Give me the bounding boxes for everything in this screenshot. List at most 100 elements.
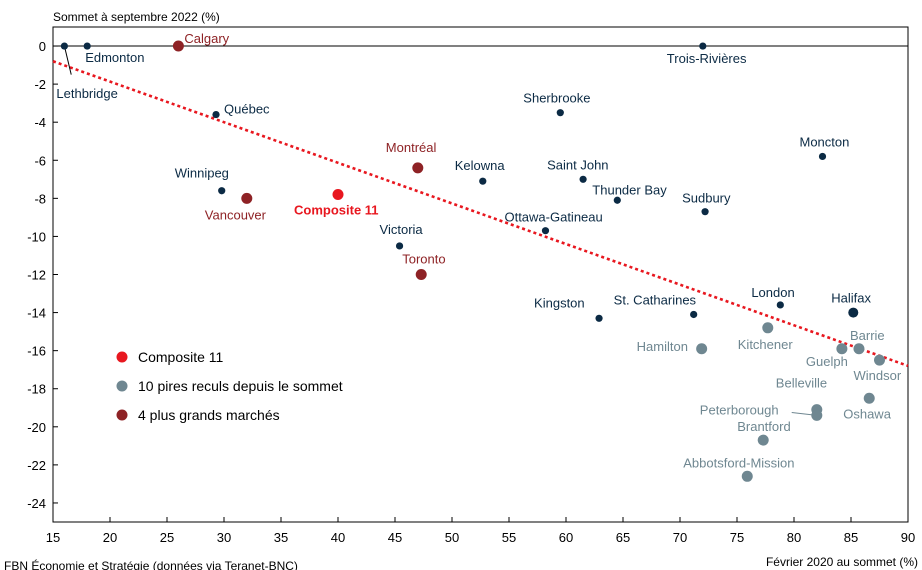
point-label: Windsor	[854, 368, 902, 383]
point-marker	[690, 310, 698, 319]
y-tick-label: -18	[27, 382, 46, 397]
point-label: Lethbridge	[56, 86, 117, 101]
point-marker	[218, 187, 226, 195]
y-tick-label: -12	[27, 268, 46, 283]
point-label: Abbotsford-Mission	[683, 455, 794, 470]
data-point: Abbotsford-Mission	[683, 455, 795, 482]
data-point: Sudbury	[682, 191, 731, 216]
y-axis-title: Sommet à septembre 2022 (%)	[53, 10, 220, 24]
point-marker	[332, 189, 344, 201]
point-label: Sudbury	[682, 191, 731, 206]
point-label: Kelowna	[455, 158, 506, 173]
point-marker	[395, 242, 404, 250]
x-tick-label: 30	[217, 530, 231, 545]
legend-marker	[116, 409, 128, 421]
point-marker	[172, 40, 184, 52]
point-label: Winnipeg	[175, 166, 229, 181]
point-marker	[741, 470, 753, 482]
point-marker	[556, 109, 564, 117]
point-marker	[579, 175, 587, 183]
data-point: Kitchener	[738, 322, 794, 352]
point-label: Québec	[224, 102, 270, 117]
point-marker	[83, 42, 91, 50]
legend: Composite 11 10 pires reculs depuis le so…	[116, 349, 343, 423]
x-tick-label: 85	[844, 530, 858, 545]
data-point: Kingston	[534, 295, 603, 322]
point-marker	[241, 192, 253, 204]
legend-label: 4 plus grands marchés	[138, 407, 280, 423]
data-point: London	[751, 285, 795, 309]
x-tick-label: 15	[46, 530, 60, 545]
data-point: Lethbridge	[56, 42, 118, 101]
point-label: Hamilton	[637, 339, 688, 354]
data-point: Edmonton	[83, 42, 144, 65]
point-marker	[811, 409, 823, 421]
y-tick-label: -16	[27, 344, 46, 359]
point-label: Kitchener	[738, 337, 794, 352]
points-layer: Lethbridge Edmonton Calgary Trois-Rivières Q…	[56, 31, 902, 482]
point-label: Toronto	[402, 252, 445, 267]
legend-item: 10 pires reculs depuis le sommet	[116, 378, 343, 394]
point-label: Thunder Bay	[592, 182, 667, 197]
data-point: Sherbrooke	[523, 91, 591, 117]
data-point: Vancouver	[205, 192, 267, 222]
y-tick-label: -8	[34, 191, 46, 206]
data-point: Winnipeg	[175, 166, 229, 195]
y-tick-label: -6	[34, 153, 46, 168]
point-label: Halifax	[831, 291, 871, 306]
point-marker	[412, 162, 424, 174]
legend-marker	[116, 351, 128, 363]
point-label: St. Catharines	[614, 292, 697, 307]
point-marker	[696, 343, 708, 355]
data-point: Guelph	[806, 343, 848, 369]
data-point: Halifax	[831, 291, 872, 318]
point-marker	[701, 208, 709, 216]
point-marker	[415, 269, 427, 280]
data-point: Ottawa-Gatineau	[504, 210, 603, 235]
data-point: Brantford	[737, 419, 791, 446]
data-point: Belleville	[776, 376, 827, 416]
point-marker	[699, 42, 707, 50]
data-point: Victoria	[380, 222, 424, 250]
point-label: Calgary	[184, 31, 229, 46]
point-label: Kingston	[534, 295, 585, 310]
plot-area	[52, 26, 909, 523]
data-point: St. Catharines	[614, 292, 698, 319]
y-tick-label: -22	[27, 458, 46, 473]
point-label: Vancouver	[205, 207, 267, 222]
y-tick-label: 0	[39, 39, 46, 54]
point-label: Victoria	[380, 222, 424, 237]
point-marker	[836, 343, 848, 355]
data-point: Oshawa	[843, 392, 892, 421]
data-point: Kelowna	[455, 158, 506, 185]
point-marker	[60, 42, 68, 50]
x-tick-label: 55	[502, 530, 516, 545]
point-label: Oshawa	[843, 406, 891, 421]
x-tick-label: 50	[445, 530, 459, 545]
plot-border	[52, 26, 909, 523]
point-label: Trois-Rivières	[667, 51, 747, 66]
point-marker	[479, 177, 487, 185]
point-label: Brantford	[737, 419, 790, 434]
x-axis-title: Février 2020 au sommet (%)	[766, 555, 918, 569]
point-label: Guelph	[806, 354, 848, 369]
data-point: Québec	[212, 102, 270, 119]
x-tick-label: 60	[559, 530, 573, 545]
point-label: Ottawa-Gatineau	[504, 210, 602, 225]
point-marker	[613, 196, 621, 204]
point-label: Barrie	[850, 328, 885, 343]
y-tick-label: -4	[34, 115, 46, 130]
point-label: Moncton	[800, 134, 850, 149]
point-label: Sherbrooke	[523, 91, 590, 106]
y-tick-label: -2	[34, 77, 46, 92]
point-label: Peterborough	[700, 402, 779, 417]
x-tick-label: 75	[730, 530, 744, 545]
data-point: Moncton	[800, 134, 850, 161]
x-tick-label: 65	[616, 530, 630, 545]
data-point: Calgary	[172, 31, 230, 52]
point-label: Belleville	[776, 376, 827, 391]
point-marker	[595, 314, 603, 322]
x-tick-label: 70	[673, 530, 687, 545]
y-tick-label: -20	[27, 420, 46, 435]
x-tick-label: 20	[103, 530, 117, 545]
